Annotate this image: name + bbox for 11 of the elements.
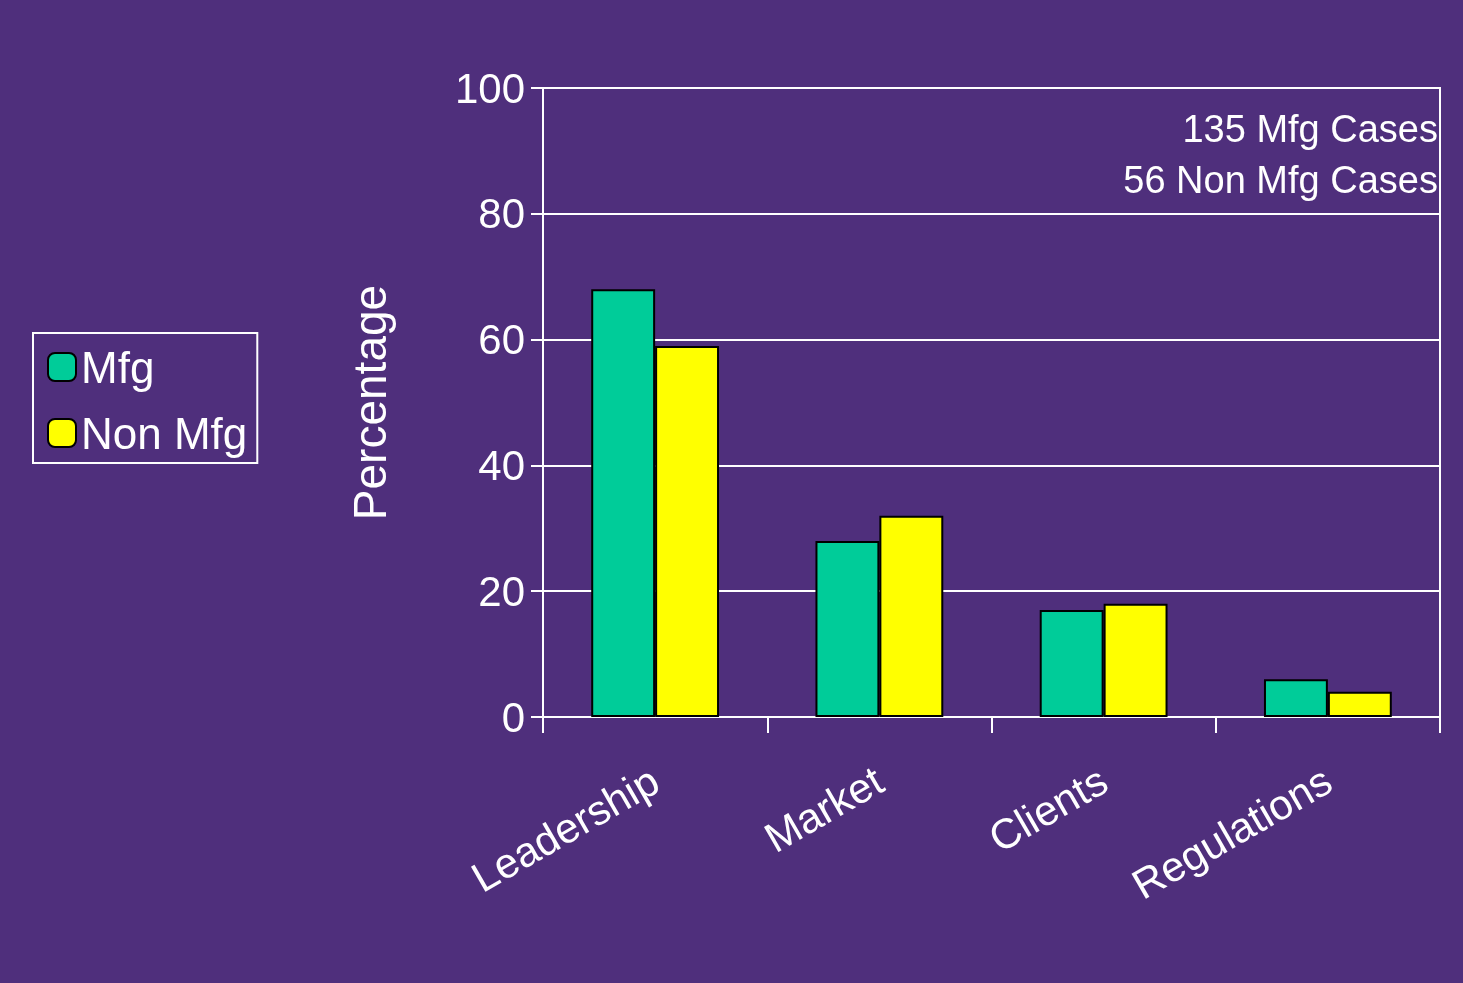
legend-label: Non Mfg [81, 408, 248, 458]
y-tick-label: 20 [478, 567, 525, 615]
y-tick-label: 60 [478, 316, 525, 364]
y-axis-title: Percentage [344, 284, 396, 521]
annotation: 56 Non Mfg Cases [1123, 159, 1438, 201]
legend-label: Mfg [81, 342, 155, 392]
y-tick-label: 80 [478, 190, 525, 238]
annotation: 135 Mfg Cases [1182, 108, 1438, 150]
y-tick-label: 40 [478, 441, 525, 489]
y-tick-label: 0 [501, 693, 525, 741]
y-tick-label: 100 [454, 64, 525, 112]
